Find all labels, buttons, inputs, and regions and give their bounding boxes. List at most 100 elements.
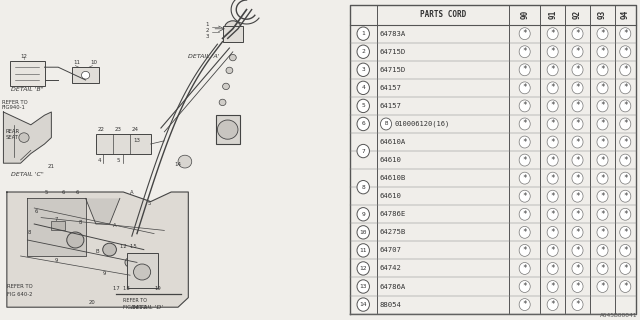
Text: *: * — [550, 264, 555, 273]
Text: *: * — [623, 282, 628, 291]
FancyBboxPatch shape — [72, 67, 99, 83]
Circle shape — [357, 298, 369, 311]
Text: PARTS CORD: PARTS CORD — [420, 10, 466, 19]
Text: 8: 8 — [362, 185, 365, 190]
Text: A: A — [113, 223, 116, 228]
Circle shape — [620, 281, 631, 292]
Text: 64275B: 64275B — [379, 229, 405, 235]
Text: A: A — [130, 189, 134, 195]
Text: 3: 3 — [205, 34, 209, 39]
Text: *: * — [623, 174, 628, 183]
Circle shape — [357, 208, 369, 221]
Text: *: * — [575, 264, 580, 273]
Circle shape — [547, 190, 558, 202]
Circle shape — [357, 81, 369, 94]
Circle shape — [519, 226, 530, 238]
Text: 64157: 64157 — [379, 85, 401, 91]
Circle shape — [572, 172, 583, 184]
FancyBboxPatch shape — [216, 115, 240, 144]
Circle shape — [224, 21, 241, 37]
Text: *: * — [623, 29, 628, 38]
Circle shape — [572, 136, 583, 148]
Text: *: * — [550, 300, 555, 309]
Circle shape — [597, 244, 608, 256]
Text: *: * — [522, 29, 527, 38]
Text: 11: 11 — [360, 248, 367, 253]
Circle shape — [547, 226, 558, 238]
Circle shape — [597, 118, 608, 130]
Circle shape — [620, 100, 631, 112]
Text: 10: 10 — [360, 230, 367, 235]
Text: *: * — [575, 83, 580, 92]
Text: *: * — [623, 47, 628, 56]
Text: 5: 5 — [116, 157, 120, 163]
Circle shape — [19, 133, 29, 142]
Text: A645B00041: A645B00041 — [600, 313, 637, 318]
Text: 64786A: 64786A — [379, 284, 405, 290]
Text: *: * — [575, 65, 580, 74]
Circle shape — [572, 82, 583, 94]
Circle shape — [357, 99, 369, 113]
Text: 12: 12 — [360, 266, 367, 271]
Circle shape — [357, 144, 369, 158]
Text: *: * — [623, 228, 628, 237]
Circle shape — [547, 82, 558, 94]
Text: 88054: 88054 — [379, 301, 401, 308]
Text: 11: 11 — [74, 60, 81, 65]
Text: *: * — [550, 83, 555, 92]
Circle shape — [547, 64, 558, 76]
Circle shape — [103, 243, 116, 256]
Circle shape — [572, 64, 583, 76]
Circle shape — [620, 154, 631, 166]
Text: *: * — [600, 246, 605, 255]
Text: 7: 7 — [55, 217, 58, 222]
FancyBboxPatch shape — [223, 26, 243, 42]
Text: *: * — [623, 210, 628, 219]
Circle shape — [547, 172, 558, 184]
Text: *: * — [575, 138, 580, 147]
Text: *: * — [550, 192, 555, 201]
Text: 64783A: 64783A — [379, 31, 405, 37]
Text: *: * — [522, 65, 527, 74]
Circle shape — [597, 172, 608, 184]
Text: SEAT: SEAT — [5, 135, 19, 140]
Circle shape — [519, 208, 530, 220]
Text: 93: 93 — [598, 10, 607, 19]
Circle shape — [597, 281, 608, 292]
Circle shape — [357, 27, 369, 40]
Text: 21: 21 — [48, 164, 55, 169]
Polygon shape — [7, 192, 188, 307]
Circle shape — [218, 120, 238, 139]
Text: *: * — [550, 47, 555, 56]
Text: FIG940-1: FIG940-1 — [2, 105, 26, 110]
Text: 9: 9 — [362, 212, 365, 217]
Text: DETAIL 'B": DETAIL 'B" — [11, 87, 44, 92]
Circle shape — [597, 46, 608, 58]
Circle shape — [547, 118, 558, 130]
Circle shape — [81, 71, 90, 79]
Text: 1: 1 — [205, 21, 209, 27]
Text: 64742: 64742 — [379, 266, 401, 271]
Circle shape — [572, 46, 583, 58]
Text: B: B — [96, 249, 99, 254]
Text: *: * — [575, 47, 580, 56]
Text: *: * — [522, 47, 527, 56]
Circle shape — [357, 63, 369, 76]
Text: *: * — [575, 228, 580, 237]
Circle shape — [572, 118, 583, 130]
Text: *: * — [600, 47, 605, 56]
Text: 13: 13 — [134, 138, 141, 143]
Circle shape — [223, 83, 229, 90]
Text: *: * — [623, 246, 628, 255]
Text: *: * — [600, 65, 605, 74]
Text: B: B — [385, 122, 388, 126]
Text: *: * — [550, 138, 555, 147]
Circle shape — [357, 244, 369, 257]
Circle shape — [357, 280, 369, 293]
Text: 6: 6 — [35, 209, 38, 214]
Text: *: * — [550, 119, 555, 128]
Circle shape — [620, 208, 631, 220]
Text: 19: 19 — [154, 285, 161, 291]
Circle shape — [597, 136, 608, 148]
Text: *: * — [522, 101, 527, 110]
